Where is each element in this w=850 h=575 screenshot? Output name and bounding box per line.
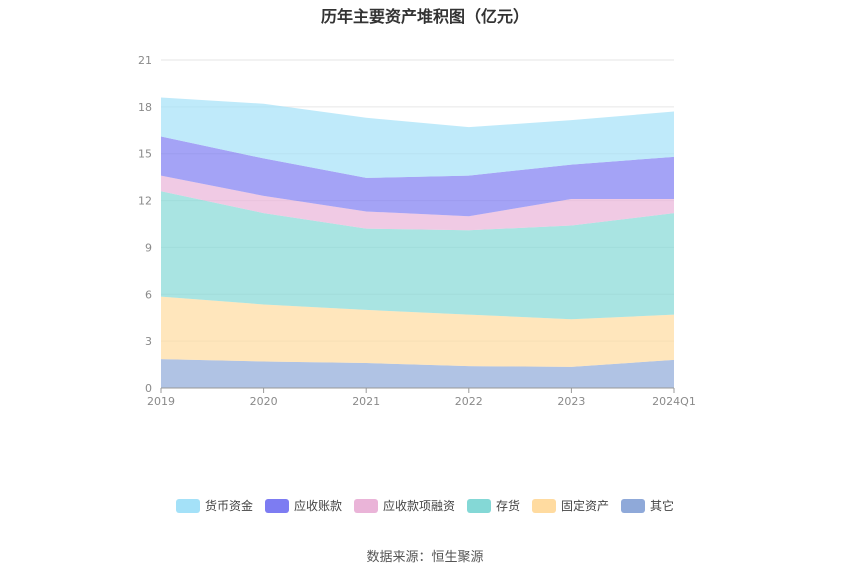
legend-swatch-receivables	[264, 498, 289, 513]
legend-item-inventory[interactable]: 存货	[467, 497, 520, 514]
y-tick-label-1: 3	[145, 335, 152, 348]
area-series-5	[161, 97, 674, 178]
legend-label-receivable-financing: 应收款项融资	[382, 499, 455, 513]
legend-item-cash[interactable]: 货币资金	[175, 497, 253, 514]
area-series-2	[161, 191, 674, 320]
area-series-0	[161, 359, 674, 388]
legend-item-fixed-assets[interactable]: 固定资产	[532, 497, 609, 514]
legend-label-inventory: 存货	[496, 499, 521, 513]
legend-item-other[interactable]: 其它	[621, 497, 674, 514]
y-tick-label-2: 6	[145, 288, 152, 301]
legend-swatch-cash	[175, 498, 200, 513]
y-tick-label-0: 0	[145, 382, 152, 395]
area-series-4	[161, 136, 674, 217]
legend-label-other: 其它	[650, 499, 675, 513]
legend-swatch-other	[621, 498, 646, 513]
area-series-1	[161, 296, 674, 367]
legend-label-cash: 货币资金	[204, 499, 253, 513]
legend-item-receivable-financing[interactable]: 应收款项融资	[353, 497, 455, 514]
legend-label-fixed-assets: 固定资产	[561, 499, 610, 513]
legend-swatch-inventory	[467, 498, 491, 513]
y-tick-label-7: 21	[138, 54, 152, 67]
legend: 货币资金 应收账款 应收款项融资 存货 固定资产 其它	[0, 497, 850, 514]
y-tick-label-3: 9	[145, 241, 152, 254]
x-tick-label-5: 2024Q1	[652, 395, 696, 408]
area-series-3	[161, 175, 674, 231]
x-tick-label-3: 2022	[455, 395, 483, 408]
x-tick-label-0: 2019	[147, 395, 175, 408]
y-tick-label-4: 12	[138, 195, 152, 208]
legend-swatch-fixed-assets	[532, 498, 557, 513]
data-source: 数据来源：恒生聚源	[366, 550, 484, 565]
legend-swatch-receivable-financing	[353, 498, 378, 513]
chart-title: 历年主要资产堆积图（亿元）	[320, 7, 529, 26]
legend-label-receivables: 应收账款	[293, 499, 342, 513]
x-tick-label-4: 2023	[557, 395, 585, 408]
y-tick-label-5: 15	[138, 148, 152, 161]
x-tick-label-1: 2020	[250, 395, 278, 408]
x-tick-label-2: 2021	[352, 395, 380, 408]
legend-item-receivables[interactable]: 应收账款	[264, 497, 342, 514]
y-tick-label-6: 18	[138, 101, 152, 114]
